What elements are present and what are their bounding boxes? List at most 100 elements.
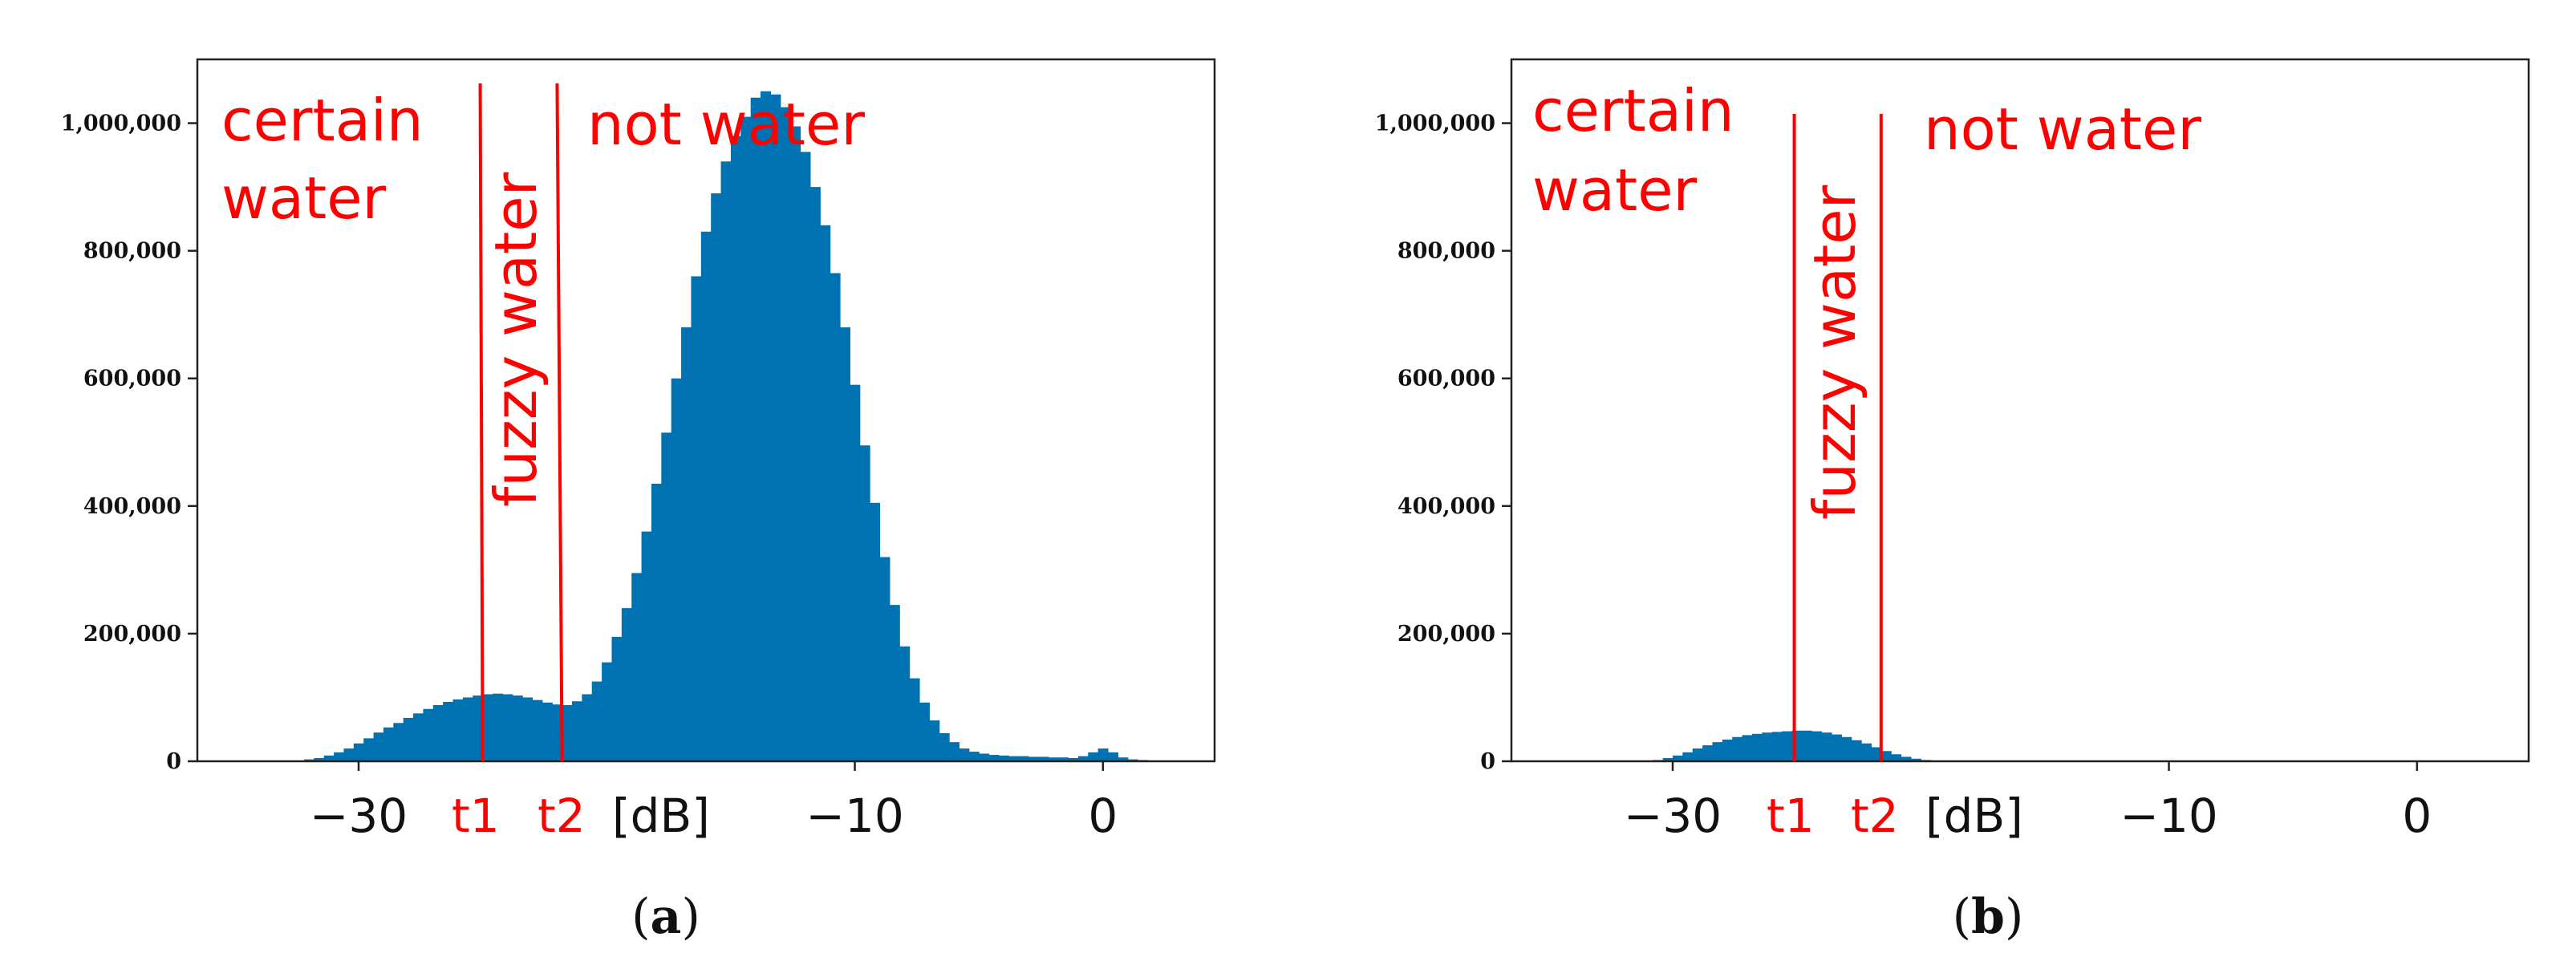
- histogram-bar: [641, 531, 652, 761]
- histogram-bar: [870, 502, 881, 761]
- histogram-bar: [383, 727, 394, 761]
- histogram-bar: [1108, 752, 1118, 761]
- histogram-bar: [968, 752, 980, 761]
- histogram-bar: [820, 225, 831, 761]
- histogram-bar: [1762, 732, 1773, 761]
- x-tick-label: −30: [310, 789, 408, 843]
- histogram-bar: [988, 755, 1000, 761]
- histogram-bar: [1038, 756, 1049, 761]
- histogram-bar: [1742, 735, 1753, 761]
- histogram-bar: [1811, 731, 1823, 761]
- y-tick-label: 800,000: [83, 239, 181, 264]
- histogram-bar: [929, 720, 940, 761]
- not-water-label-a: not water: [587, 91, 865, 158]
- histogram-bar: [998, 755, 1009, 761]
- x-tick-label: 0: [2402, 789, 2432, 843]
- histogram-bar: [403, 717, 414, 761]
- histogram-bar: [1662, 758, 1673, 761]
- histogram-bar: [571, 701, 582, 761]
- histogram-panel-a: 0 200,000 400,000 600,000 800,000 1,000,000 −…: [61, 58, 1216, 945]
- histogram-bar: [780, 107, 791, 762]
- x-unit-label-b: [dB]: [1925, 789, 2023, 843]
- histogram-bar: [720, 161, 732, 762]
- histogram-bar: [314, 758, 325, 761]
- histogram-bar: [979, 753, 990, 761]
- x-tick-label: 0: [1088, 789, 1118, 843]
- panel-letter-a: a: [651, 889, 682, 945]
- histogram-bar: [850, 384, 861, 761]
- histogram-bar: [770, 94, 781, 761]
- histogram-bar: [761, 91, 772, 762]
- histogram-bar: [621, 608, 632, 761]
- panel-label-a: (a): [631, 889, 700, 945]
- histogram-bar: [1097, 748, 1109, 761]
- histogram-bar: [809, 187, 821, 761]
- histogram-bar: [949, 742, 960, 761]
- histogram-bar: [899, 646, 911, 761]
- x-tick-label: −10: [2120, 789, 2217, 843]
- histogram-bar: [1831, 734, 1842, 761]
- histogram-bar: [1771, 732, 1783, 761]
- histogram-bar: [1048, 757, 1059, 761]
- histogram-bar: [1751, 733, 1763, 761]
- x-axis-ticks-b: −30 −10 0: [1624, 761, 2432, 843]
- y-axis-ticks-a: 0 200,000 400,000 600,000 800,000 1,000,000: [61, 112, 197, 774]
- histogram-panel-b: 0 200,000 400,000 600,000 800,000 1,000,000 −…: [1375, 58, 2530, 945]
- histogram-bar: [730, 136, 741, 762]
- certain-water-label-b-line2: water: [1532, 156, 1698, 224]
- fuzzy-water-label-b: fuzzy water: [1801, 185, 1868, 520]
- certain-water-label-a-line2: water: [221, 164, 387, 232]
- histogram-bar: [1841, 736, 1852, 761]
- y-axis-ticks-b: 0 200,000 400,000 600,000 800,000 1,000,000: [1375, 112, 1511, 774]
- histogram-bar: [740, 116, 752, 761]
- y-tick-label: 1,000,000: [1375, 112, 1495, 136]
- histogram-bar: [542, 702, 553, 761]
- histogram-bar: [1851, 740, 1862, 761]
- y-tick-label: 0: [166, 749, 181, 774]
- histogram-bar: [750, 97, 761, 761]
- t2-label-a: t2: [538, 789, 586, 843]
- histogram-bar: [493, 693, 503, 761]
- histogram-bar: [1722, 739, 1733, 761]
- histogram-bar: [700, 231, 712, 762]
- histogram-bar: [840, 327, 850, 761]
- x-tick-label: −10: [805, 789, 903, 843]
- histogram-bar: [1871, 747, 1882, 761]
- histogram-bar: [334, 752, 345, 761]
- y-tick-label: 400,000: [1398, 494, 1495, 519]
- not-water-label-b: not water: [1924, 95, 2201, 163]
- threshold-line-t1: [478, 83, 485, 762]
- x-tick-label: −30: [1624, 789, 1722, 843]
- histogram-bar: [1673, 755, 1683, 761]
- t1-label-a: t1: [452, 789, 500, 843]
- histogram-bar: [631, 573, 643, 761]
- y-tick-label: 600,000: [83, 367, 181, 391]
- histogram-bar: [1801, 730, 1812, 761]
- histogram-bar: [1901, 756, 1912, 761]
- histogram-bar: [562, 705, 573, 761]
- histogram-bar: [443, 702, 454, 761]
- histogram-bar: [1088, 752, 1099, 761]
- histogram-bar: [1058, 757, 1069, 761]
- y-tick-label: 400,000: [83, 494, 181, 519]
- histogram-bar: [602, 662, 613, 761]
- histogram-bar: [532, 700, 543, 761]
- histogram-bar: [582, 694, 593, 761]
- histogram-bar: [1861, 743, 1872, 761]
- histogram-bar: [1008, 756, 1020, 761]
- histogram-bar: [452, 699, 464, 761]
- histogram-bar: [790, 126, 801, 762]
- x-axis-ticks-a: −30 −10 0: [310, 761, 1118, 843]
- y-tick-label: 200,000: [1398, 622, 1495, 647]
- histogram-bar: [1077, 756, 1089, 761]
- histogram-bars-b: [1653, 730, 1941, 761]
- y-tick-label: 1,000,000: [61, 112, 181, 136]
- histogram-bar: [1782, 731, 1793, 761]
- certain-water-label-b-line1: certain: [1532, 77, 1734, 144]
- y-tick-label: 600,000: [1398, 367, 1495, 391]
- histogram-bar: [1118, 757, 1129, 761]
- y-tick-label: 200,000: [83, 622, 181, 647]
- histogram-bar: [591, 681, 602, 761]
- histogram-bar: [462, 697, 473, 761]
